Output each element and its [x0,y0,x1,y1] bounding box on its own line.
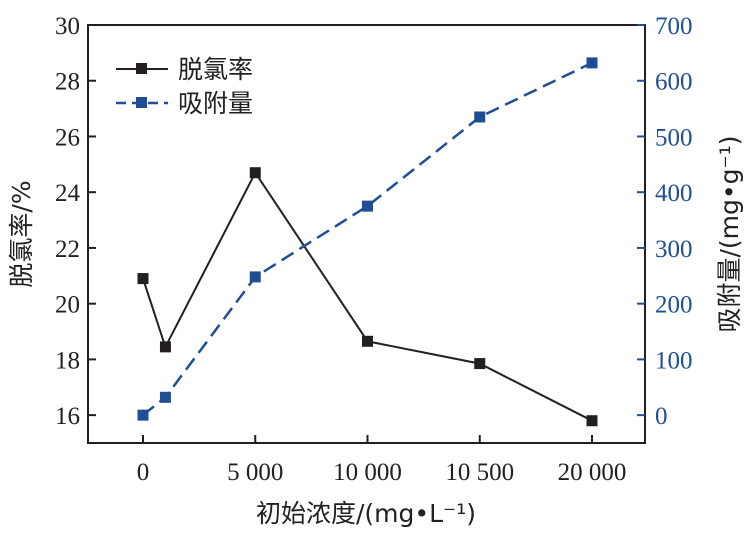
adsorption-point [249,271,261,283]
adsorption-point [474,111,486,123]
right-axis-title: 吸附量/(mg•g⁻¹) [715,136,744,333]
dechlorination-point [586,415,598,427]
dechlorination-point [159,341,171,353]
legend: 脱氯率 吸附量 [116,55,253,118]
legend-label-adsorption: 吸附量 [178,89,253,118]
legend-marker-dechlorination [136,63,147,74]
adsorption-point [362,200,373,212]
plot-frame [87,24,646,444]
dechlorination-point [474,358,486,370]
right-tick-label: 400 [655,180,693,207]
right-tick-label: 700 [655,13,693,40]
right-tick-label: 600 [655,69,693,96]
right-tick-label: 0 [655,403,668,430]
left-tick-label: 28 [55,69,80,96]
dechlorination-point [362,335,373,347]
x-axis: 0 5 000 10 000 10 500 20 000 [137,435,627,486]
x-tick-label: 10 500 [445,459,514,486]
x-axis-title: 初始浓度/(mg•L⁻¹) [256,499,476,528]
left-tick-label: 22 [55,236,80,263]
left-axis-title: 脱氯率/% [7,180,36,287]
legend-label-dechlorination: 脱氯率 [178,55,253,84]
legend-marker-adsorption [136,97,147,108]
left-tick-label: 18 [55,347,80,374]
dechlorination-point [137,273,149,285]
left-tick-label: 16 [55,403,80,430]
x-tick-label: 5 000 [227,459,283,486]
x-tick-label: 0 [137,459,150,486]
left-tick-label: 30 [55,13,80,40]
right-tick-label: 300 [655,236,693,263]
left-tick-label: 24 [55,180,81,207]
right-tick-label: 200 [655,292,693,319]
adsorption-point [586,57,598,69]
right-tick-label: 100 [655,347,693,374]
x-tick-label: 10 000 [333,459,402,486]
series-line-dechlorination [142,170,593,422]
left-tick-label: 20 [55,292,80,319]
series-layer [137,57,598,427]
right-axis: 0 100 200 300 400 500 600 700 [637,13,693,430]
adsorption-point [159,391,171,403]
dechlorination-point [249,167,261,179]
left-axis: 16 18 20 22 24 26 28 30 [55,13,96,430]
left-tick-label: 26 [55,124,80,151]
right-tick-label: 500 [655,124,693,151]
adsorption-point [137,409,149,421]
x-tick-label: 20 000 [558,459,627,486]
